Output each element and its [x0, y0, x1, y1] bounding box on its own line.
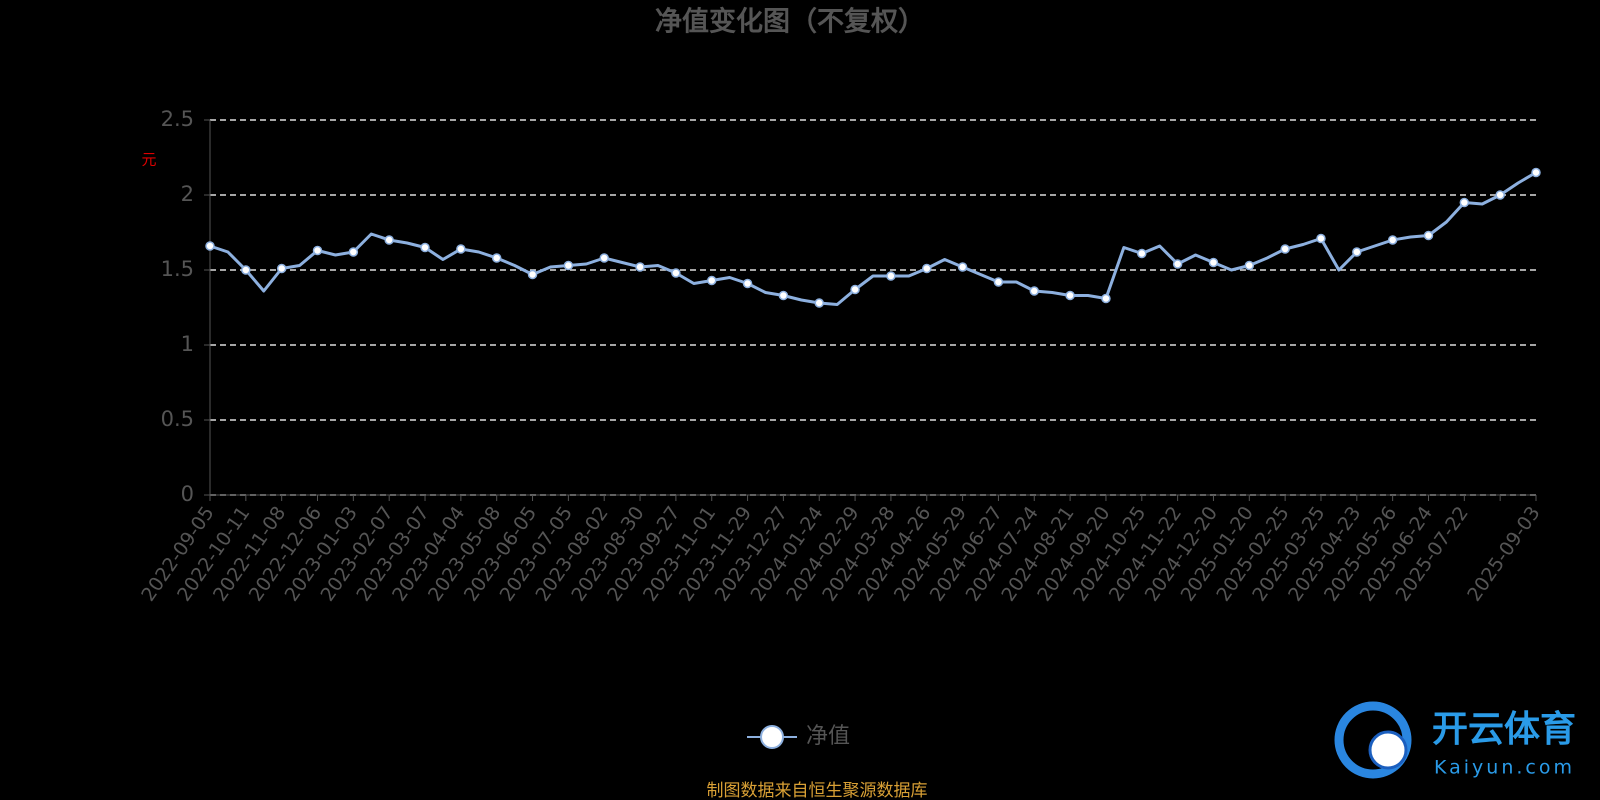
data-point — [1531, 167, 1541, 178]
data-point — [1495, 190, 1505, 200]
data-point — [348, 247, 359, 257]
y-tick-label: 2.5 — [161, 107, 194, 131]
data-point — [850, 284, 860, 295]
data-point — [1316, 233, 1326, 244]
data-point — [205, 241, 215, 251]
data-point — [312, 245, 323, 256]
watermark: 开云体育 Kaiyun.com — [1334, 701, 1576, 779]
legend-marker — [760, 725, 784, 749]
x-tick-label: 2025-09-03 — [1463, 502, 1544, 605]
data-point — [1029, 286, 1040, 296]
y-tick-label: 1 — [181, 332, 194, 356]
data-point — [957, 262, 968, 272]
data-point — [420, 242, 430, 253]
data-point — [276, 263, 287, 274]
y-tick-label: 0.5 — [161, 407, 194, 431]
data-point — [599, 253, 609, 263]
data-point — [1280, 244, 1290, 254]
data-point — [1423, 230, 1434, 241]
data-point — [1387, 235, 1398, 245]
chart-title: 净值变化图（不复权） — [655, 6, 925, 38]
data-point — [742, 278, 753, 289]
data-point — [1137, 248, 1147, 259]
data-point — [814, 298, 824, 308]
watermark-site: Kaiyun.com — [1434, 757, 1575, 779]
data-point — [527, 269, 538, 280]
y-tick-label: 2 — [181, 182, 194, 206]
logo-ring — [1334, 701, 1412, 779]
watermark-name: 开云体育 — [1432, 709, 1576, 750]
data-point — [1244, 260, 1255, 271]
data-point — [1208, 257, 1219, 268]
y-tick-label: 1.5 — [161, 257, 194, 281]
data-point — [635, 262, 645, 272]
data-point — [1065, 290, 1075, 301]
data-point — [778, 290, 789, 301]
data-point — [1352, 247, 1362, 257]
data-point — [384, 235, 394, 245]
data-point — [491, 253, 502, 263]
source-note: 制图数据来自恒生聚源数据库 — [707, 781, 928, 800]
data-point — [922, 263, 932, 274]
data-point — [671, 268, 681, 278]
data-point — [241, 265, 251, 275]
logo-ball — [1368, 730, 1408, 770]
data-point — [563, 260, 574, 271]
data-point — [706, 275, 717, 286]
data-point — [993, 277, 1004, 287]
y-tick-label: 0 — [181, 482, 194, 506]
data-point — [886, 271, 896, 281]
data-point — [1101, 293, 1111, 304]
legend-label: 净值 — [806, 724, 850, 749]
data-point — [1172, 259, 1183, 269]
data-point — [1459, 197, 1470, 208]
y-axis-label: 元 — [141, 151, 156, 169]
data-point — [456, 244, 466, 254]
series-line — [209, 171, 1537, 306]
